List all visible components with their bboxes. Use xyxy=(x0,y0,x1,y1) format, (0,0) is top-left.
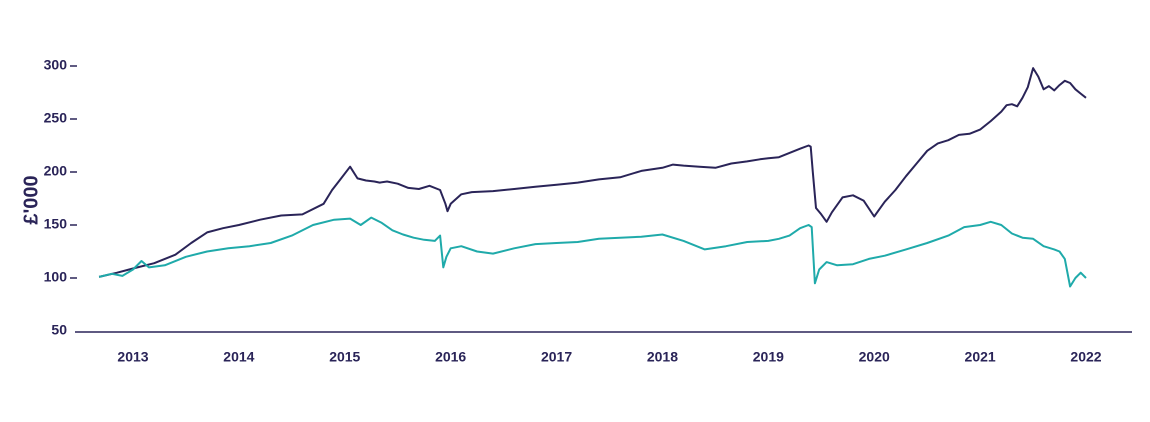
x-tick-label: 2015 xyxy=(329,349,360,365)
y-tick-label: 50 xyxy=(51,322,67,338)
x-tick-label: 2022 xyxy=(1070,349,1101,365)
y-tick-label: 300 xyxy=(44,57,68,73)
x-tick-label: 2019 xyxy=(753,349,784,365)
y-tick-label: 150 xyxy=(44,216,68,232)
x-tick-label: 2021 xyxy=(965,349,996,365)
y-axis-title: £'000 xyxy=(20,175,42,224)
series-line-2 xyxy=(98,216,1087,288)
x-tick-label: 2017 xyxy=(541,349,572,365)
y-tick-label: 100 xyxy=(44,269,68,285)
y-axis: 50 100 150 200 250 300 xyxy=(44,57,77,338)
series-group xyxy=(98,67,1087,288)
series-line-1 xyxy=(98,67,1087,278)
x-tick-label: 2018 xyxy=(647,349,678,365)
x-tick-label: 2020 xyxy=(859,349,890,365)
y-tick-label: 200 xyxy=(44,163,68,179)
x-tick-label: 2016 xyxy=(435,349,466,365)
x-axis: 2013 2014 2015 2016 2017 2018 2019 2020 2021 2022 xyxy=(117,349,1101,365)
y-tick-label: 250 xyxy=(44,110,68,126)
x-tick-label: 2014 xyxy=(223,349,254,365)
x-tick-label: 2013 xyxy=(117,349,148,365)
